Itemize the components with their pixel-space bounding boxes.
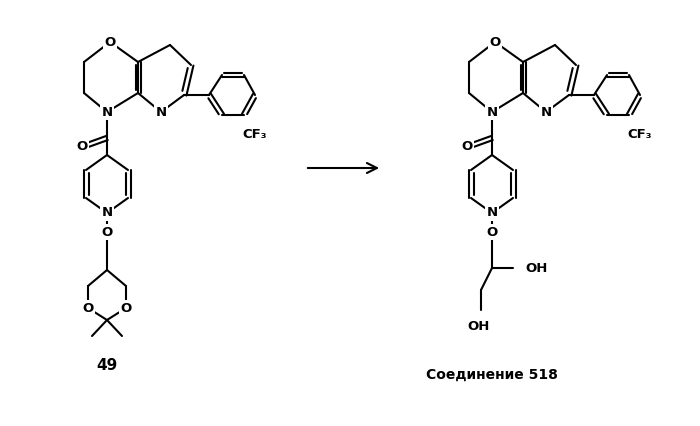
Text: O: O [76, 141, 88, 153]
Text: OH: OH [525, 262, 547, 274]
Text: N: N [102, 106, 113, 118]
Text: N: N [102, 207, 113, 219]
Text: O: O [104, 35, 116, 49]
Text: 49: 49 [97, 357, 118, 372]
Text: O: O [120, 302, 132, 314]
Text: CF₃: CF₃ [628, 129, 652, 141]
Text: CF₃: CF₃ [243, 129, 267, 141]
Text: O: O [102, 225, 113, 239]
Text: Соединение 518: Соединение 518 [426, 368, 558, 382]
Text: O: O [461, 141, 472, 153]
Text: O: O [489, 35, 500, 49]
Text: OH: OH [468, 320, 490, 333]
Text: O: O [486, 225, 498, 239]
Text: N: N [540, 106, 552, 118]
Text: O: O [83, 302, 94, 314]
Text: N: N [486, 207, 498, 219]
Text: N: N [155, 106, 167, 118]
Text: N: N [486, 106, 498, 118]
